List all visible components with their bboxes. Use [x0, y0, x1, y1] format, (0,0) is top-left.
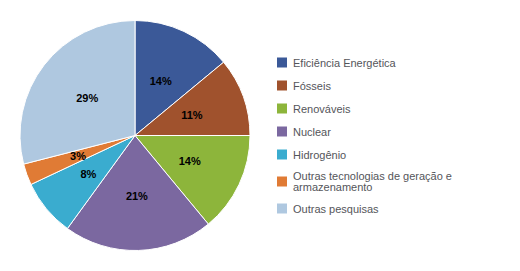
svg-text:21%: 21% — [126, 190, 148, 202]
svg-text:Renováveis: Renováveis — [293, 103, 351, 115]
svg-text:Outras pesquisas: Outras pesquisas — [293, 203, 379, 215]
svg-text:14%: 14% — [150, 75, 172, 87]
svg-text:armazenamento: armazenamento — [293, 181, 373, 193]
svg-text:Outras tecnologias de geração: Outras tecnologias de geração e — [293, 170, 452, 182]
svg-text:Hidrogênio: Hidrogênio — [293, 149, 346, 161]
svg-text:29%: 29% — [76, 92, 98, 104]
svg-text:3%: 3% — [70, 150, 86, 162]
svg-text:14%: 14% — [179, 155, 201, 167]
svg-text:Nuclear: Nuclear — [293, 126, 331, 138]
svg-text:8%: 8% — [80, 168, 96, 180]
svg-text:Eficiência Energética: Eficiência Energética — [293, 57, 397, 69]
svg-text:11%: 11% — [181, 109, 203, 121]
svg-text:Fósseis: Fósseis — [293, 80, 331, 92]
